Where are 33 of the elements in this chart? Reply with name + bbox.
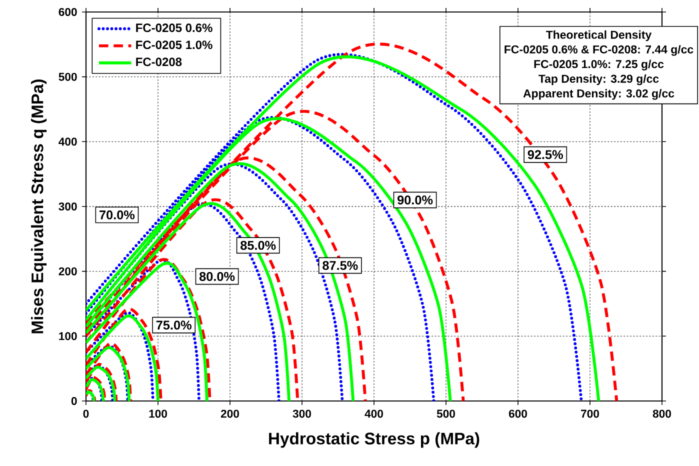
annotation: FC-0205 1.0%: 7.25 g/cc bbox=[534, 60, 664, 70]
annotation: 90.0% bbox=[398, 196, 433, 204]
legend-label: FC-0205 1.0% bbox=[136, 40, 212, 50]
x-tick-label: 500 bbox=[436, 410, 455, 418]
y-axis-title: Mises Equivalent Stress q (MPa) bbox=[31, 80, 47, 334]
annotation: 75.0% bbox=[156, 320, 192, 330]
x-tick-label: 700 bbox=[581, 410, 599, 418]
x-tick-label: 0 bbox=[83, 410, 89, 418]
annotation: 80.0% bbox=[199, 272, 235, 281]
x-tick-label: 100 bbox=[149, 410, 167, 418]
annotation: 85.0% bbox=[240, 240, 276, 250]
y-tick-label: 600 bbox=[58, 8, 77, 16]
legend-label: FC-0208 bbox=[136, 58, 182, 66]
annotation: FC-0205 0.6% & FC-0208: 7.44 g/cc bbox=[504, 45, 694, 56]
x-axis-title: Hydrostatic Stress p (MPa) bbox=[269, 432, 480, 448]
annotation: 92.5% bbox=[528, 150, 563, 160]
y-tick-label: 300 bbox=[58, 202, 77, 211]
annotation: Theoretical Density bbox=[546, 30, 652, 42]
y-tick-label: 400 bbox=[58, 138, 77, 146]
annotation: 87.5% bbox=[322, 261, 358, 270]
y-tick-label: 100 bbox=[59, 332, 77, 340]
annotation: Apparent Density: 3.02 g/cc bbox=[523, 89, 674, 100]
x-tick-label: 200 bbox=[220, 410, 239, 418]
y-tick-label: 500 bbox=[58, 72, 77, 81]
x-tick-label: 300 bbox=[292, 410, 311, 418]
y-tick-label: 200 bbox=[58, 267, 77, 276]
x-tick-label: 600 bbox=[508, 410, 527, 418]
annotation: Tap Density: 3.29 g/cc bbox=[538, 74, 659, 86]
x-tick-label: 400 bbox=[364, 410, 383, 418]
x-tick-label: 800 bbox=[652, 410, 671, 418]
y-tick-label: 0 bbox=[71, 396, 77, 405]
annotation: 70.0% bbox=[100, 210, 135, 220]
legend-label: FC-0205 0.6% bbox=[136, 24, 212, 32]
